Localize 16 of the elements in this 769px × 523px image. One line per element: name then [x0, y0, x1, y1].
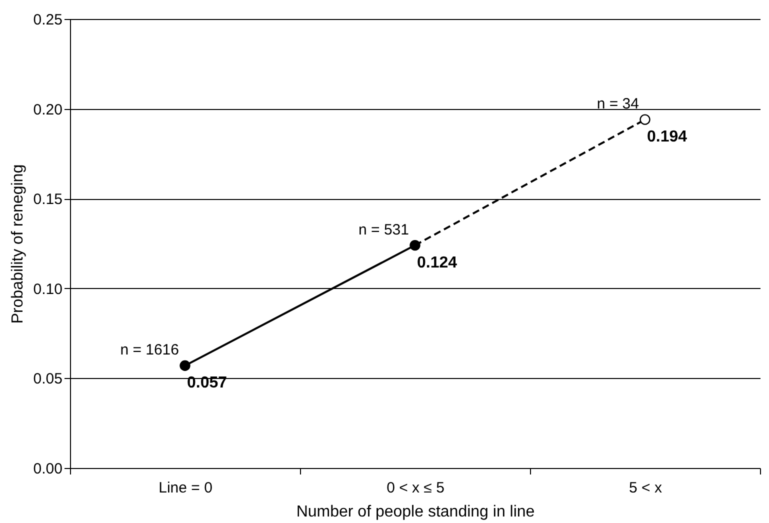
annotation: n = 34	[596, 96, 639, 113]
x-tick-label: Line = 0	[158, 480, 212, 496]
annotation: n = 1616	[120, 342, 179, 359]
y-tick-label: 0.05	[33, 370, 62, 388]
x-axis-title: Number of people standing in line	[296, 504, 535, 520]
y-tick-label: 0.15	[33, 191, 62, 208]
x-tick-label: 5 < x	[629, 480, 662, 496]
data-label: 0.124	[417, 254, 458, 272]
y-axis-title: Probability of reneging	[9, 164, 26, 324]
y-tick-label: 0.10	[33, 280, 62, 298]
y-tick-label: 0.25	[33, 12, 62, 28]
y-tick-label: 0.20	[33, 101, 62, 118]
x-tick-label: 0 < x ≤ 5	[386, 480, 444, 496]
data-label: 0.194	[647, 128, 688, 146]
y-tick-label: 0.00	[33, 460, 62, 478]
annotation: n = 531	[358, 221, 409, 238]
